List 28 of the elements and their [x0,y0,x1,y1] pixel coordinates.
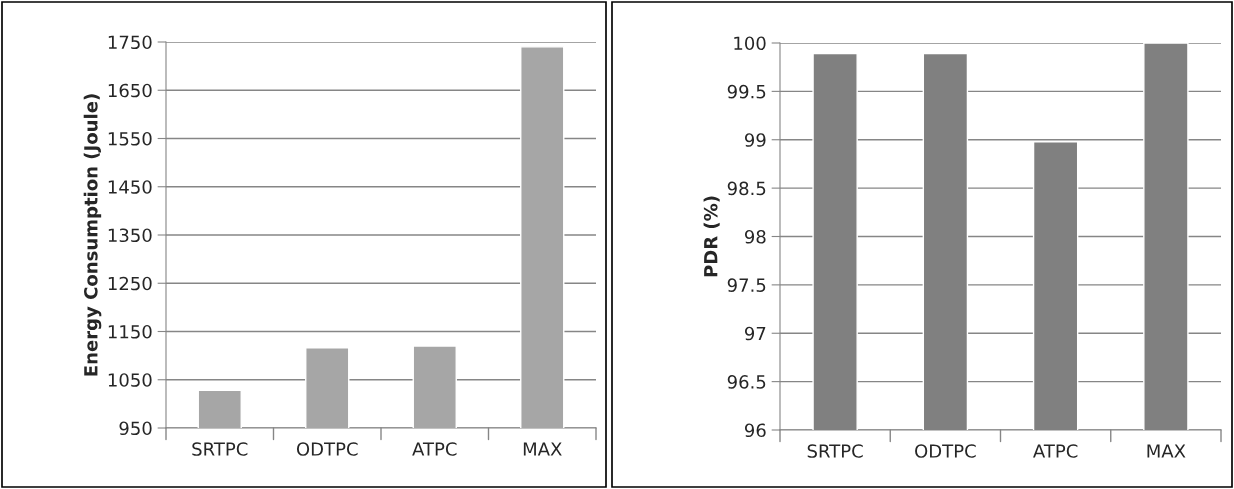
y-tick-label: 1050 [108,373,152,387]
y-tick-label: 1750 [108,35,152,50]
y-tick-label: 1250 [108,276,152,291]
y-tick-label: 99 [744,133,766,147]
y-tick-label: 99.5 [727,84,766,99]
y-tick-label: 98 [744,229,766,244]
y-tick-label: 1550 [108,131,152,146]
x-tick-label: SRTPC [807,444,863,458]
y-tick-label: 1350 [108,228,152,243]
y-tick-label: 100 [734,36,766,51]
y-tick-label: 97 [744,326,766,341]
x-tick-label: ODTPC [296,442,358,456]
x-tick-label: SRTPC [192,442,248,456]
y-tick-label: 1450 [108,180,152,194]
y-tick-label: 98.5 [727,181,766,196]
y-tick-label: 96.5 [727,375,766,389]
x-tick-label: MAX [1147,444,1186,458]
y-axis-title: PDR (%) [703,196,720,277]
y-tick-label: 96 [744,423,766,438]
y-tick-label: 1150 [108,324,152,339]
y-axis-title: Energy Consumption (Joule) [83,94,102,376]
x-tick-label: ODTPC [915,444,976,458]
x-tick-label: MAX [523,442,562,456]
x-tick-label: ATPC [412,442,457,456]
y-tick-label: 950 [119,421,152,436]
y-tick-label: 1650 [108,83,152,98]
y-tick-label: 97.5 [727,278,766,292]
x-tick-label: ATPC [1033,444,1078,458]
